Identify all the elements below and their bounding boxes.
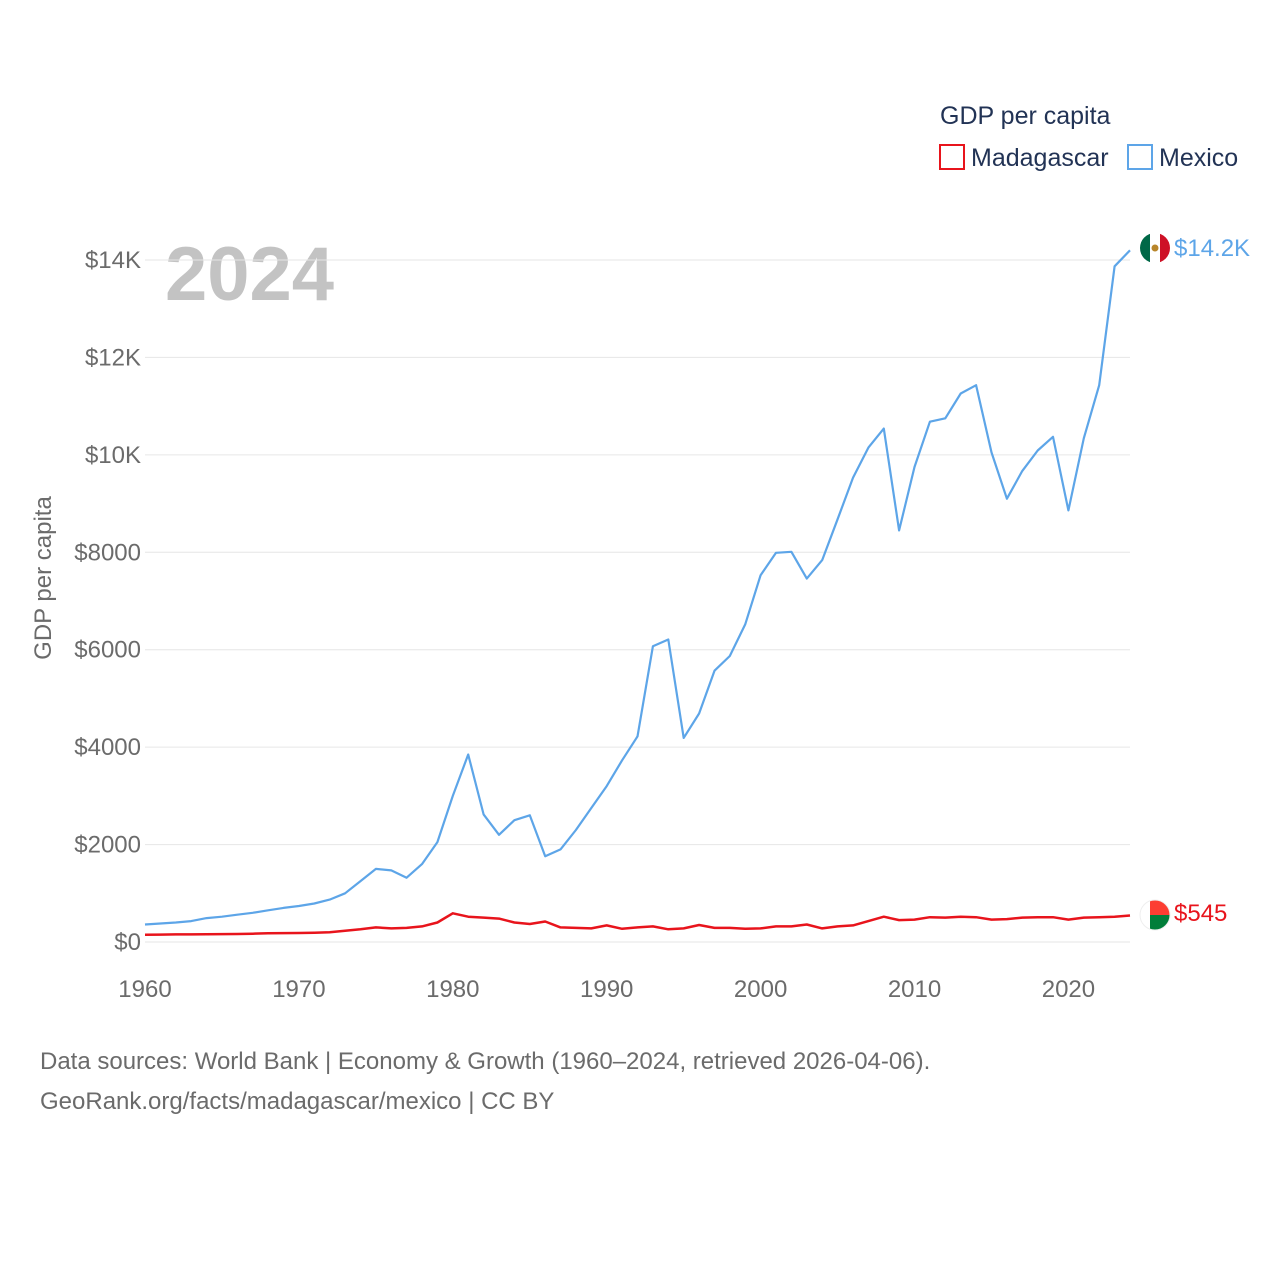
attribution-link[interactable]: GeoRank.org/facts/madagascar/mexico | CC… [40, 1088, 555, 1115]
y-tick-label: $14K [85, 247, 141, 274]
end-label-madagascar: $545 [1174, 900, 1227, 927]
footer: Data sources: World Bank | Economy & Gro… [40, 1042, 930, 1122]
year-watermark: 2024 [165, 232, 334, 317]
legend-label-mexico[interactable]: Mexico [1159, 144, 1238, 172]
x-tick-label: 2020 [1042, 976, 1095, 1003]
series-line-mexico[interactable] [144, 249, 1131, 926]
x-axis-ticks: 1960 1970 1980 1990 2000 2010 2020 [118, 976, 1095, 1003]
y-tick-label: $12K [85, 344, 141, 371]
y-tick-label: $0 [114, 929, 141, 956]
x-tick-label: 2010 [888, 976, 941, 1003]
y-axis-label: GDP per capita [30, 496, 57, 660]
x-tick-label: 1990 [580, 976, 633, 1003]
series-line-madagascar[interactable] [144, 912, 1131, 936]
x-tick-label: 1960 [118, 976, 171, 1003]
x-tick-label: 1970 [272, 976, 325, 1003]
x-tick-label: 2000 [734, 976, 787, 1003]
legend-swatch-mexico[interactable] [1127, 144, 1153, 170]
grid-lines [145, 259, 1130, 943]
legend-label-madagascar[interactable]: Madagascar [971, 144, 1109, 172]
series-lines [144, 249, 1131, 936]
line-chart: GDP per capita Madagascar Mexico 2024 GD… [30, 102, 1250, 1003]
legend-title: GDP per capita [940, 102, 1111, 130]
y-tick-label: $2000 [74, 832, 141, 859]
mexico-flag-icon [1140, 233, 1170, 263]
y-tick-label: $6000 [74, 637, 141, 664]
data-source-text: Data sources: World Bank | Economy & Gro… [40, 1048, 931, 1075]
x-tick-label: 1980 [426, 976, 479, 1003]
y-tick-label: $8000 [74, 539, 141, 566]
y-tick-label: $4000 [74, 734, 141, 761]
legend-swatch-madagascar[interactable] [939, 144, 965, 170]
y-axis-ticks: $0 $2000 $4000 $6000 $8000 $10K $12K $14K [74, 247, 141, 956]
y-tick-label: $10K [85, 442, 141, 469]
end-label-mexico: $14.2K [1174, 235, 1250, 262]
